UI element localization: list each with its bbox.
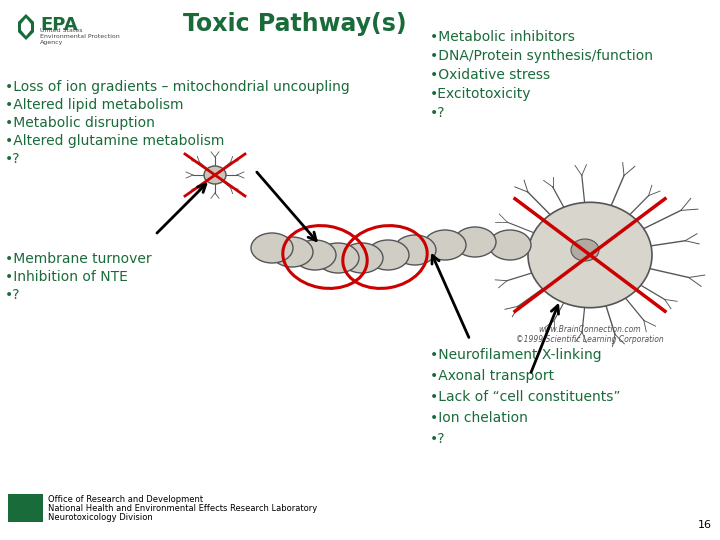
Text: •?: •? xyxy=(5,288,20,302)
Ellipse shape xyxy=(528,202,652,308)
Polygon shape xyxy=(21,18,31,36)
Ellipse shape xyxy=(367,240,409,270)
Text: •Altered glutamine metabolism: •Altered glutamine metabolism xyxy=(5,134,225,148)
Text: www.BrainConnection.com
©1999 Scientific Learning Corporation: www.BrainConnection.com ©1999 Scientific… xyxy=(516,325,664,345)
Ellipse shape xyxy=(489,230,531,260)
Text: 16: 16 xyxy=(698,520,712,530)
Ellipse shape xyxy=(271,237,313,267)
Text: •Altered lipid metabolism: •Altered lipid metabolism xyxy=(5,98,184,112)
Text: •Oxidative stress: •Oxidative stress xyxy=(430,68,550,82)
Text: EPA: EPA xyxy=(40,16,78,34)
Text: United States
Environmental Protection
Agency: United States Environmental Protection A… xyxy=(40,28,120,45)
Text: •Ion chelation: •Ion chelation xyxy=(430,411,528,425)
Text: •DNA/Protein synthesis/function: •DNA/Protein synthesis/function xyxy=(430,49,653,63)
Ellipse shape xyxy=(454,227,496,257)
Ellipse shape xyxy=(341,243,383,273)
Ellipse shape xyxy=(394,235,436,265)
Text: Office of Research and Development: Office of Research and Development xyxy=(48,495,203,504)
Text: •Neurofilament X-linking: •Neurofilament X-linking xyxy=(430,348,602,362)
Text: •Metabolic inhibitors: •Metabolic inhibitors xyxy=(430,30,575,44)
Text: •Lack of “cell constituents”: •Lack of “cell constituents” xyxy=(430,390,621,404)
Text: •Axonal transport: •Axonal transport xyxy=(430,369,554,383)
Ellipse shape xyxy=(294,240,336,270)
Text: Neurotoxicology Division: Neurotoxicology Division xyxy=(48,513,153,522)
Ellipse shape xyxy=(571,239,599,261)
Ellipse shape xyxy=(204,166,226,184)
Text: •?: •? xyxy=(5,152,20,166)
Ellipse shape xyxy=(317,243,359,273)
Text: •Membrane turnover: •Membrane turnover xyxy=(5,252,152,266)
Polygon shape xyxy=(18,14,34,40)
Text: •?: •? xyxy=(430,106,446,120)
Bar xyxy=(8,494,43,522)
Text: •Metabolic disruption: •Metabolic disruption xyxy=(5,116,155,130)
Text: National Health and Environmental Effects Research Laboratory: National Health and Environmental Effect… xyxy=(48,504,318,513)
Text: •Inhibition of NTE: •Inhibition of NTE xyxy=(5,270,128,284)
Text: •Excitotoxicity: •Excitotoxicity xyxy=(430,87,531,101)
Ellipse shape xyxy=(251,233,293,263)
Text: •Loss of ion gradients – mitochondrial uncoupling: •Loss of ion gradients – mitochondrial u… xyxy=(5,80,350,94)
Ellipse shape xyxy=(424,230,466,260)
Text: Toxic Pathway(s): Toxic Pathway(s) xyxy=(183,12,407,36)
Text: •?: •? xyxy=(430,432,446,446)
